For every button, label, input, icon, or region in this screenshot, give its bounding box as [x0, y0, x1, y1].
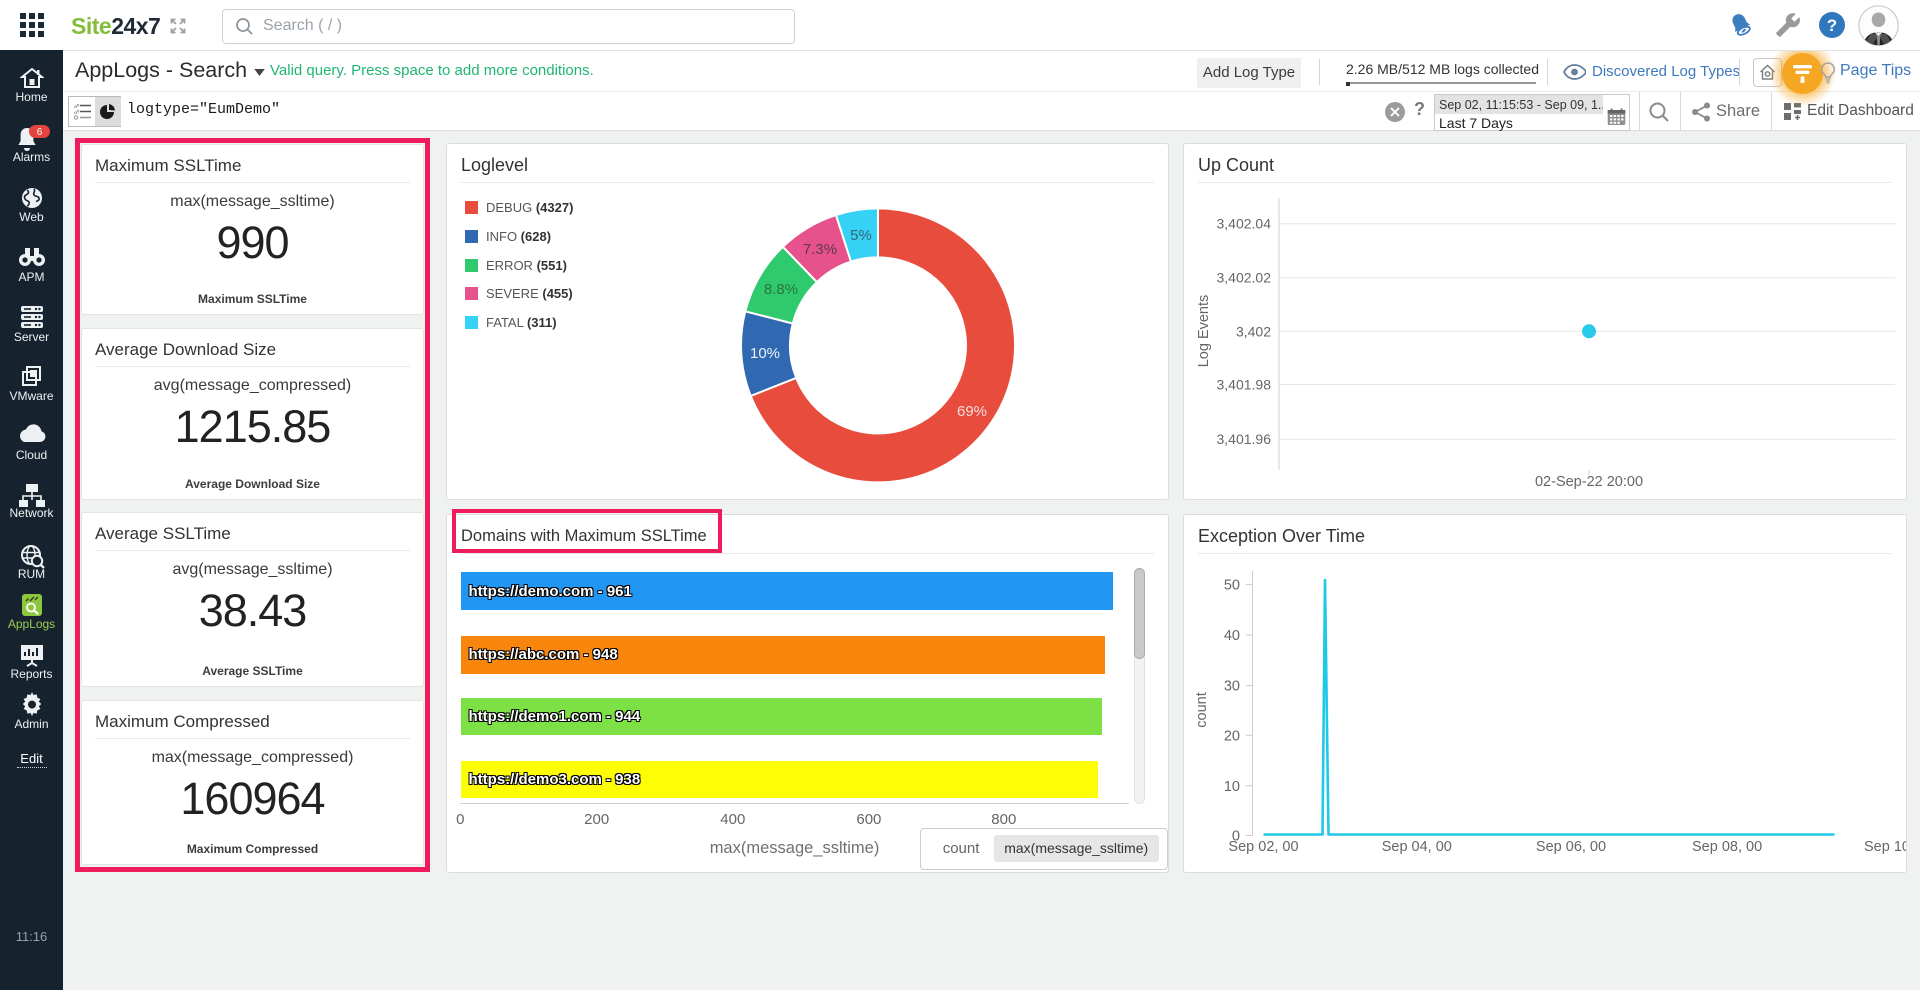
svg-text:6: 6 — [36, 127, 42, 138]
svg-text:10: 10 — [1224, 779, 1240, 795]
svg-text:Sep 06, 00: Sep 06, 00 — [1536, 839, 1606, 855]
svg-text:Sep 10…: Sep 10… — [1864, 839, 1907, 855]
svg-text:02-Sep-22 20:00: 02-Sep-22 20:00 — [1535, 474, 1643, 490]
svg-text:☍: ☍ — [74, 109, 80, 116]
svg-text:Sep 08, 00: Sep 08, 00 — [1692, 839, 1762, 855]
svg-text:3,401.96: 3,401.96 — [1217, 431, 1272, 447]
svg-text:☍: ☍ — [74, 103, 80, 110]
svg-text:50: 50 — [1224, 578, 1240, 594]
svg-text:5%: 5% — [850, 227, 872, 244]
svg-text:69%: 69% — [957, 403, 987, 420]
svg-text:Sep 02, 00: Sep 02, 00 — [1228, 839, 1298, 855]
svg-text:?: ? — [1827, 16, 1837, 35]
svg-text:count: count — [1194, 692, 1210, 727]
svg-text:3,401.98: 3,401.98 — [1217, 377, 1272, 393]
svg-text:3,402.04: 3,402.04 — [1217, 216, 1272, 232]
svg-text:0: 0 — [1232, 829, 1240, 845]
svg-text:3,402.02: 3,402.02 — [1217, 270, 1272, 286]
svg-text:40: 40 — [1224, 628, 1240, 644]
svg-text:Sep 04, 00: Sep 04, 00 — [1382, 839, 1452, 855]
svg-text:30: 30 — [1224, 679, 1240, 695]
svg-text:8.8%: 8.8% — [764, 281, 798, 298]
svg-text:7.3%: 7.3% — [803, 241, 837, 258]
svg-text:Log Events: Log Events — [1196, 295, 1212, 368]
svg-text:3,402: 3,402 — [1236, 323, 1271, 339]
svg-text:10%: 10% — [750, 345, 780, 362]
svg-text:20: 20 — [1224, 728, 1240, 744]
